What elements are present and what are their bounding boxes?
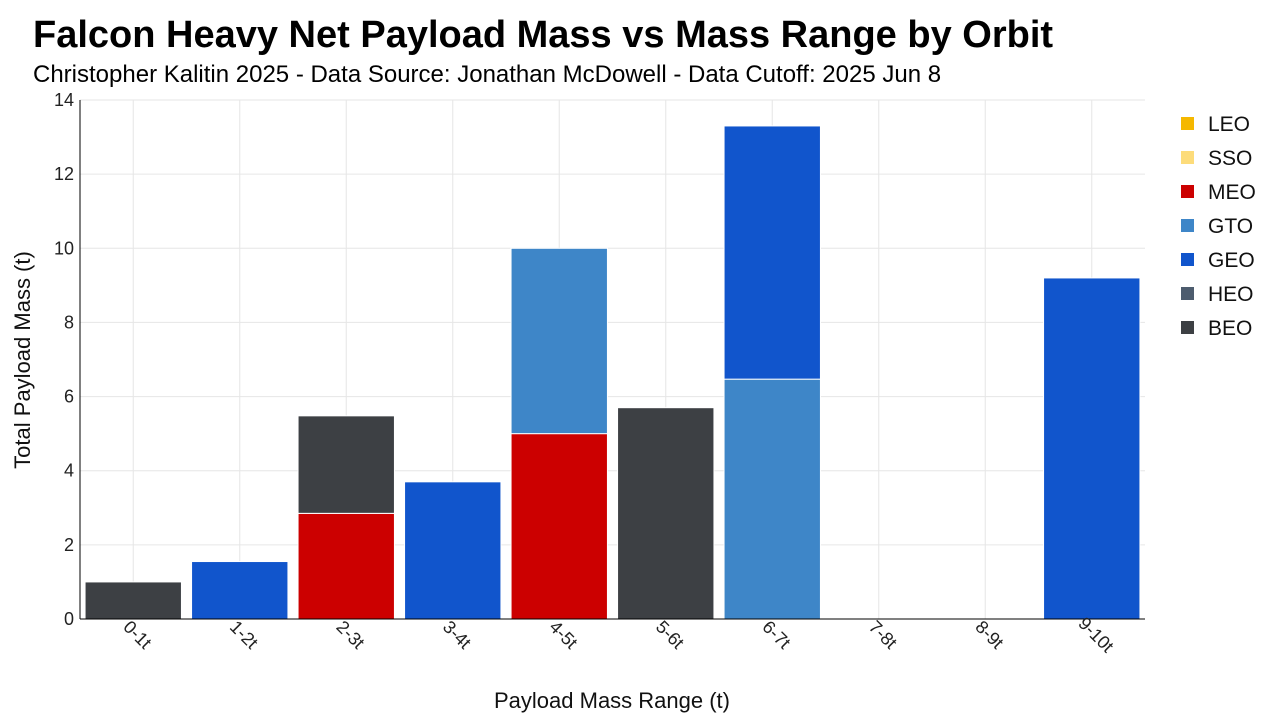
bar-gto-6-7t: [723, 378, 821, 620]
legend-label-sso: SSO: [1208, 147, 1252, 170]
bar-meo-2-3t: [297, 512, 395, 620]
legend-label-leo: LEO: [1208, 113, 1250, 136]
chart-title: Falcon Heavy Net Payload Mass vs Mass Ra…: [33, 14, 1054, 56]
y-axis-title: Total Payload Mass (t): [10, 251, 35, 469]
bar-beo-2-3t: [297, 415, 395, 514]
legend-swatch-sso: [1181, 151, 1194, 164]
gridlines: [80, 99, 1145, 620]
y-tick-label: 8: [64, 312, 74, 332]
bars: [84, 125, 1141, 620]
y-tick-label: 12: [54, 164, 74, 184]
legend-label-meo: MEO: [1208, 181, 1256, 204]
x-tick-labels: 0-1t 1-2t 2-3t 3-4t 4-5t 5-6t 6-7t 7-8t 8-9t 9-10…: [119, 613, 1117, 656]
bar-meo-4-5t: [510, 433, 608, 620]
x-tick-label: 6-7t: [758, 617, 794, 653]
x-tick-label: 4-5t: [545, 617, 581, 653]
bar-beo-5-6t: [617, 407, 715, 620]
x-tick-label: 1-2t: [226, 617, 262, 653]
axes: [79, 100, 1145, 620]
legend-swatch-leo: [1181, 117, 1194, 130]
y-tick-label: 10: [54, 238, 74, 258]
legend-swatch-geo: [1181, 253, 1194, 266]
y-tick-labels: 0 2 4 6 8 10 12 14: [54, 90, 74, 629]
x-tick-label: 8-9t: [971, 617, 1007, 653]
bar-beo-0-1t: [84, 581, 182, 620]
bar-gto-4-5t: [510, 247, 608, 435]
bar-geo-6-7t: [723, 125, 821, 380]
legend-label-heo: HEO: [1208, 283, 1254, 306]
bar-geo-3-4t: [404, 481, 502, 620]
chart-subtitle: Christopher Kalitin 2025 - Data Source: …: [33, 61, 942, 88]
x-tick-label: 0-1t: [119, 617, 155, 653]
x-tick-label: 3-4t: [439, 617, 475, 653]
y-tick-label: 6: [64, 387, 74, 407]
legend-swatch-heo: [1181, 287, 1194, 300]
x-tick-label: 5-6t: [652, 617, 688, 653]
y-tick-label: 14: [54, 90, 74, 110]
legend-label-beo: BEO: [1208, 317, 1252, 340]
legend-label-geo: GEO: [1208, 249, 1255, 272]
bar-geo-9-10t: [1043, 277, 1141, 620]
legend-swatch-meo: [1181, 185, 1194, 198]
x-tick-label: 2-3t: [332, 617, 368, 653]
y-tick-label: 2: [64, 535, 74, 555]
legend: LEO SSO MEO GTO GEO HEO BEO: [1181, 113, 1256, 340]
y-tick-label: 4: [64, 461, 74, 481]
legend-swatch-gto: [1181, 219, 1194, 232]
x-tick-label: 7-8t: [865, 617, 901, 653]
legend-label-gto: GTO: [1208, 215, 1253, 238]
x-tick-label: 9-10t: [1074, 613, 1117, 656]
bar-geo-1-2t: [191, 561, 289, 620]
x-axis-title: Payload Mass Range (t): [494, 688, 730, 713]
y-tick-label: 0: [64, 609, 74, 629]
legend-swatch-beo: [1181, 321, 1194, 334]
